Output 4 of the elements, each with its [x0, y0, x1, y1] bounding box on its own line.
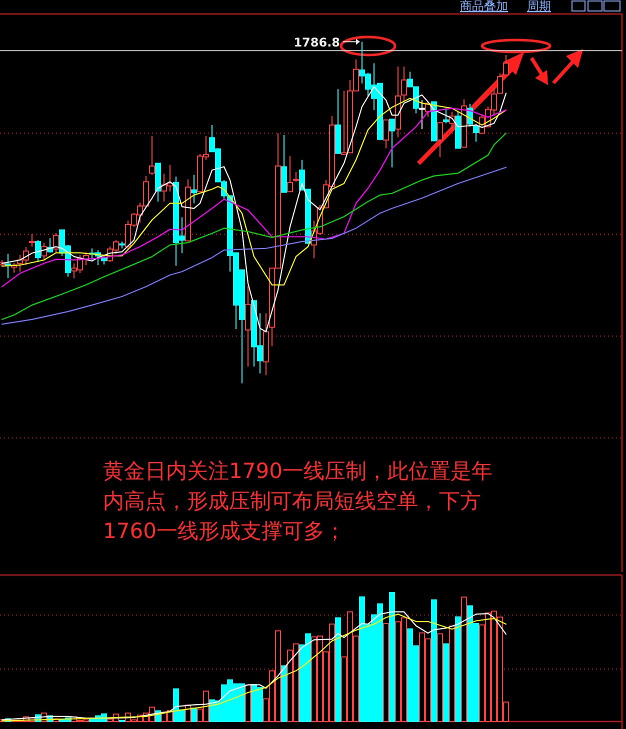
text: 黄金日内关注1790一线压制，此位置是年内高点，形成压制可布局短线空单，下方1760一线形成支撑可多；: [103, 458, 494, 545]
text: 周期: [527, 0, 551, 13]
annotation: 1786.8: [294, 36, 340, 50]
text: 商品叠加: [460, 0, 508, 13]
